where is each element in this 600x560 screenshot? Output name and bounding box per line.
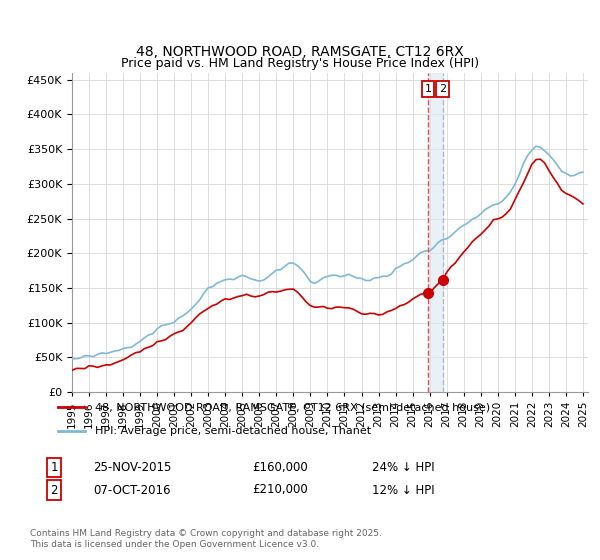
Bar: [428, 73, 443, 392]
Text: 2: 2: [50, 483, 58, 497]
Text: £160,000: £160,000: [252, 461, 308, 474]
Text: 48, NORTHWOOD ROAD, RAMSGATE, CT12 6RX: 48, NORTHWOOD ROAD, RAMSGATE, CT12 6RX: [136, 45, 464, 59]
Text: 1: 1: [425, 84, 431, 94]
Text: 25-NOV-2015: 25-NOV-2015: [93, 461, 172, 474]
Text: HPI: Average price, semi-detached house, Thanet: HPI: Average price, semi-detached house,…: [95, 426, 371, 436]
Text: 12% ↓ HPI: 12% ↓ HPI: [372, 483, 434, 497]
Text: £210,000: £210,000: [252, 483, 308, 497]
Text: Price paid vs. HM Land Registry's House Price Index (HPI): Price paid vs. HM Land Registry's House …: [121, 57, 479, 70]
Text: 1: 1: [50, 461, 58, 474]
Text: 48, NORTHWOOD ROAD, RAMSGATE, CT12 6RX (semi-detached house): 48, NORTHWOOD ROAD, RAMSGATE, CT12 6RX (…: [95, 403, 490, 412]
Text: 24% ↓ HPI: 24% ↓ HPI: [372, 461, 434, 474]
Text: 07-OCT-2016: 07-OCT-2016: [93, 483, 170, 497]
Text: Contains HM Land Registry data © Crown copyright and database right 2025.
This d: Contains HM Land Registry data © Crown c…: [30, 529, 382, 549]
Text: 2: 2: [439, 84, 446, 94]
